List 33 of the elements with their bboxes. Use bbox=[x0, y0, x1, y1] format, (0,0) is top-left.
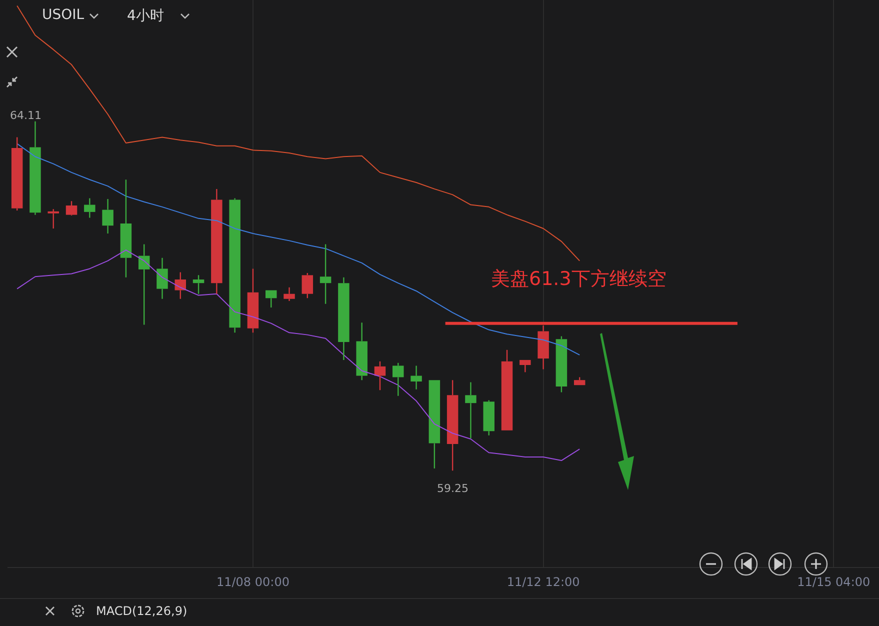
candlestick bbox=[102, 198, 114, 234]
annotation: 59.25 bbox=[437, 482, 468, 495]
text: 4小时 bbox=[127, 7, 164, 25]
x-tick-label: 11/08 00:00 bbox=[216, 574, 290, 589]
candlestick bbox=[48, 208, 59, 230]
candlestick bbox=[428, 380, 440, 470]
candlestick bbox=[392, 362, 404, 396]
candlestick bbox=[338, 276, 350, 361]
annotation: 美盘61.3下方继续空 bbox=[491, 267, 666, 292]
candlestick bbox=[229, 198, 240, 334]
candlestick bbox=[520, 360, 531, 373]
x-tick-label: 11/15 04:00 bbox=[797, 574, 870, 589]
x-tick-label: 11/12 12:00 bbox=[506, 574, 580, 589]
candlestick bbox=[11, 136, 23, 212]
annotation: 64.11 bbox=[10, 109, 42, 122]
candlestick bbox=[538, 324, 549, 370]
candlestick bbox=[120, 179, 132, 278]
candlestick bbox=[465, 382, 476, 439]
candlestick bbox=[84, 198, 96, 218]
candlestick bbox=[501, 349, 513, 430]
candlestick bbox=[156, 257, 168, 300]
candlestick bbox=[320, 244, 332, 305]
candlestick bbox=[410, 365, 422, 390]
candlestick bbox=[30, 120, 41, 216]
candlestick bbox=[211, 188, 222, 294]
candlestick bbox=[446, 379, 458, 472]
text: MACD(12,26,9) bbox=[96, 604, 188, 618]
candlestick bbox=[284, 286, 295, 302]
candlestick bbox=[356, 322, 368, 381]
candlestick bbox=[247, 268, 259, 334]
text: USOIL bbox=[42, 7, 84, 23]
candlestick bbox=[192, 274, 204, 294]
candlestick bbox=[374, 360, 386, 391]
